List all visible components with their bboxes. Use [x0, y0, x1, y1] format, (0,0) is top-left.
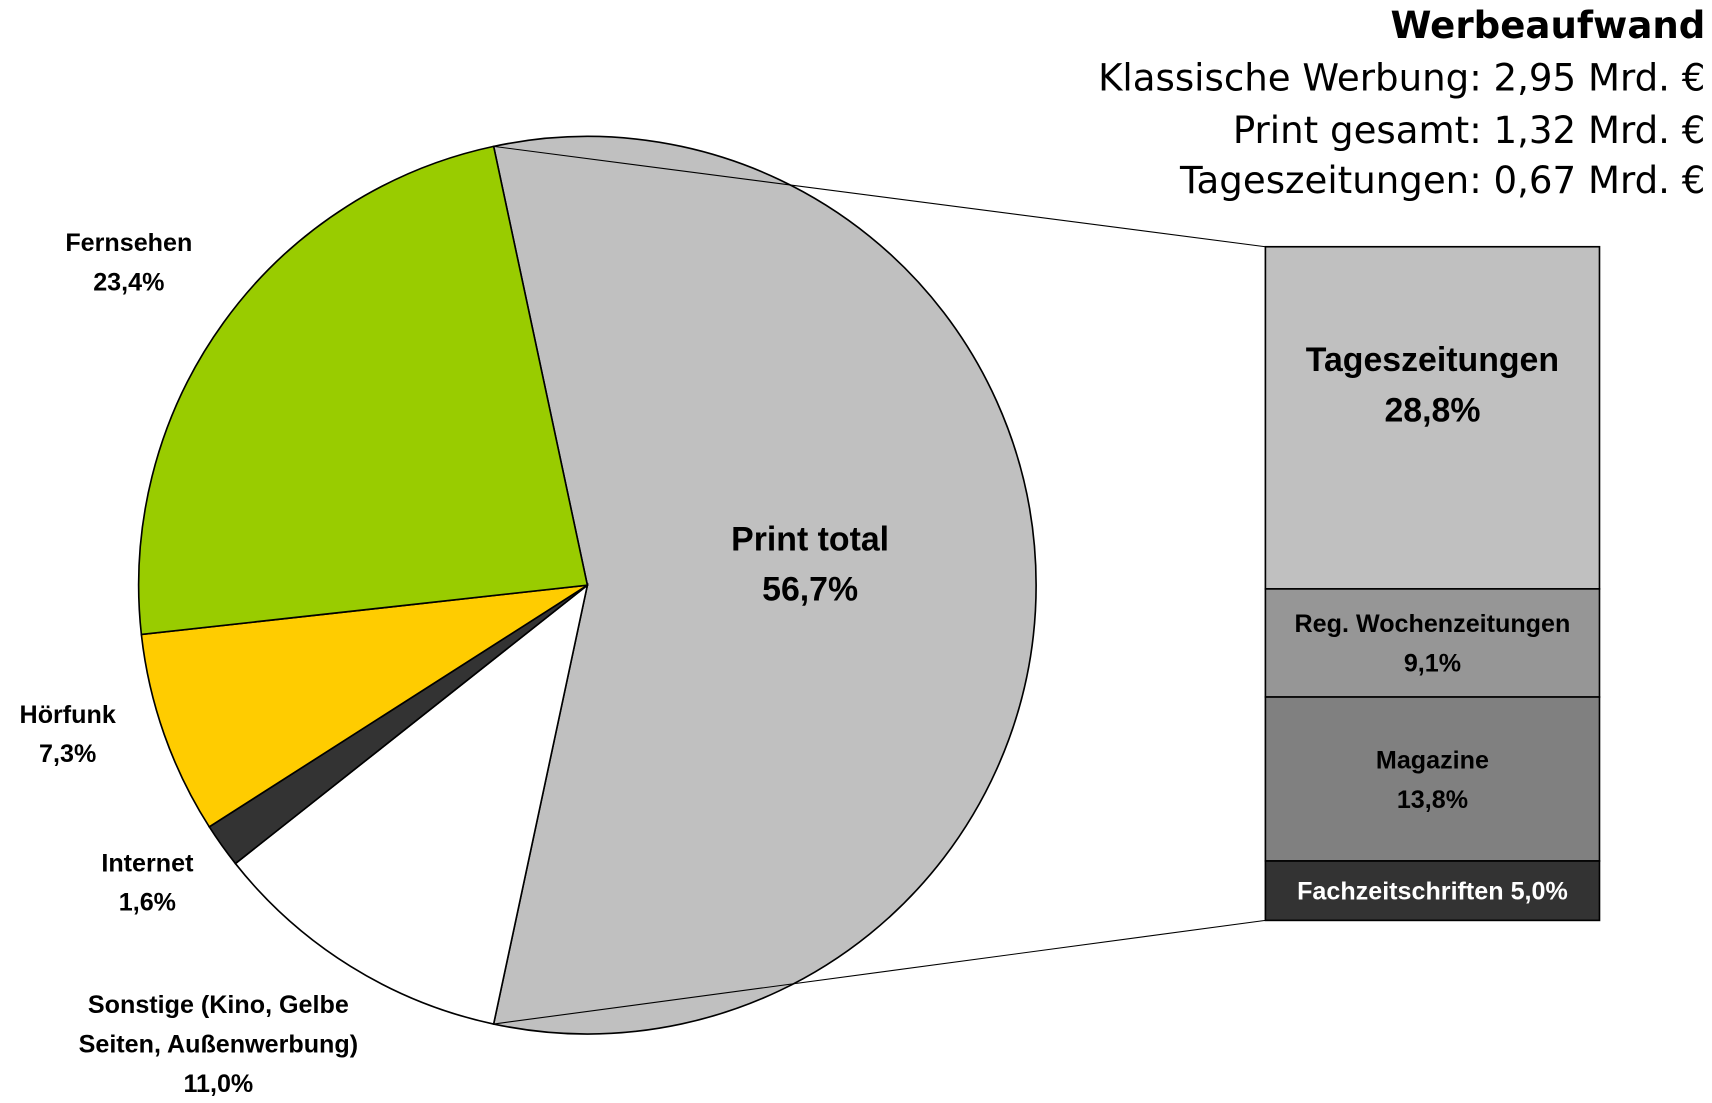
value-label: 11,0% [183, 1068, 254, 1098]
data-label: Sonstige (Kino, Gelbe Seiten, Außenwerbu… [55, 985, 383, 1103]
bar-segment [1264, 860, 1601, 922]
category-label: Reg. Wochenzeitungen [1294, 609, 1571, 638]
annotation: Klassische Werbung: 2,95 Mrd. € [1098, 56, 1706, 101]
annotation: Tageszeitungen: 0,67 Mrd. € [1180, 159, 1706, 204]
category-label: Internet [101, 848, 194, 877]
value-label: 23,4% [93, 267, 165, 296]
data-label: Fachzeitschriften 5,0% [1297, 871, 1568, 910]
data-label: Reg. Wochenzeitungen 9,1% [1295, 604, 1571, 683]
pie-slice [492, 135, 1037, 1035]
value-label: 7,3% [39, 739, 97, 768]
pie-slice [140, 584, 588, 828]
value-label: 28,8% [1384, 390, 1481, 429]
pie-slice [234, 583, 589, 1026]
value-label: 56,7% [762, 569, 859, 609]
category-label: Magazine [1375, 745, 1489, 774]
data-label: Print total 56,7% [731, 514, 889, 614]
bar-segment [1264, 696, 1601, 862]
value-label: 1,6% [118, 887, 177, 917]
chart-title: Werbeaufwand [1390, 4, 1706, 49]
value-label: 9,1% [1403, 648, 1462, 677]
data-label: Fernsehen 23,4% [65, 223, 192, 302]
category-label: Tageszeitungen [1305, 340, 1560, 379]
data-label: Magazine 13,8% [1376, 740, 1489, 819]
connector-line [493, 145, 1266, 248]
annotation: Print gesamt: 1,32 Mrd. € [1232, 109, 1706, 153]
value-label: 5,0% [1510, 876, 1568, 905]
data-label: Hörfunk 7,3% [20, 694, 116, 773]
category-label: Fernsehen [65, 228, 193, 257]
category-label: Sonstige (Kino, Gelbe Seiten, Außenwerbu… [78, 990, 359, 1058]
data-label: Tageszeitungen 28,8% [1306, 335, 1559, 435]
bar-segment [1264, 588, 1601, 698]
connector-line [493, 919, 1266, 1025]
category-label: Fachzeitschriften [1297, 876, 1504, 905]
category-label: Hörfunk [19, 699, 116, 729]
category-label: Print total [731, 519, 890, 558]
value-label: 13,8% [1396, 784, 1469, 813]
pie-slice [137, 145, 589, 636]
bar-segment [1264, 245, 1601, 590]
data-label: Internet 1,6% [101, 843, 193, 922]
